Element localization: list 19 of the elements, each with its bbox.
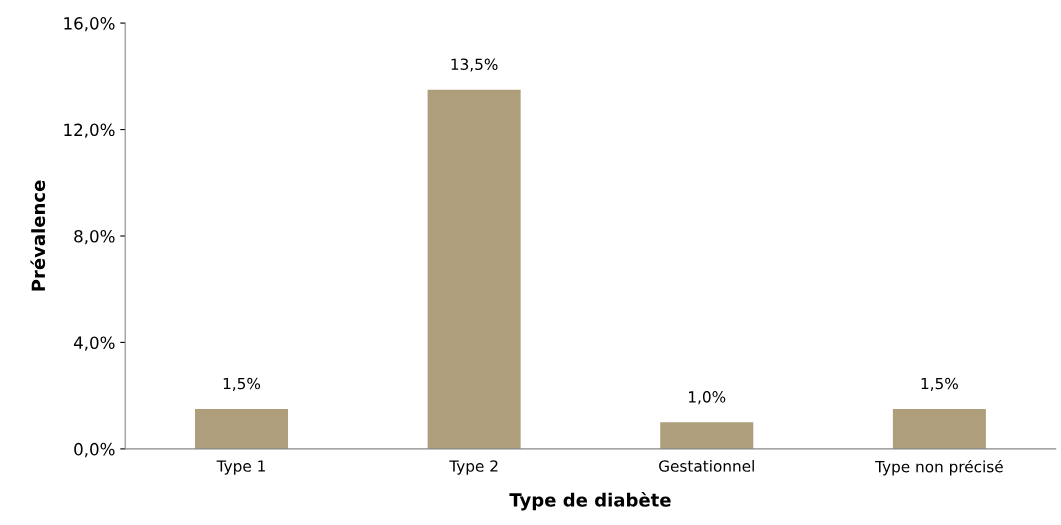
bar [660,422,754,449]
bar [892,408,986,449]
data-label: 13,5% [451,58,498,72]
y-tick-label: 4,0% [73,336,115,351]
x-tick-label: Gestationnel [659,459,754,472]
data-label: 1,5% [921,377,958,391]
x-tick-label: Type non précisé [875,459,1003,476]
data-label: 1,5% [223,377,261,391]
x-tick-label: Type 2 [449,460,498,475]
y-tick-label: 12,0% [64,123,115,138]
y-axis-title: Prévalence [30,180,46,291]
y-tick-label: 0,0% [74,442,115,458]
data-label: 1,0% [689,391,726,405]
x-axis-title: Type de diabète [509,492,671,511]
y-tick-label: 16,0% [64,17,115,32]
bar [194,408,289,449]
bar [427,89,521,449]
x-tick-label: Type 1 [216,460,265,475]
y-tick-label: 8,0% [74,229,115,245]
